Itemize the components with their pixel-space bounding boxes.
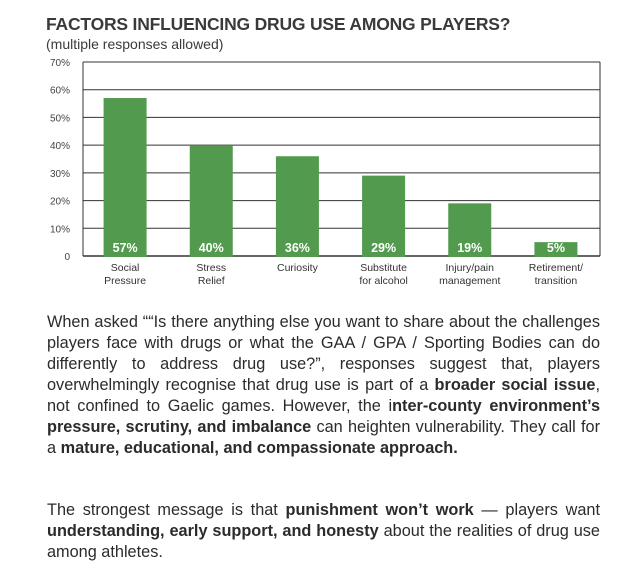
paragraph-1: When asked ““Is there anything else you … <box>47 312 600 459</box>
x-tick-label: Retirement/ <box>529 262 583 274</box>
data-label: 57% <box>113 241 138 255</box>
x-tick-label: Substitute <box>360 262 407 274</box>
bold-text: understanding, early support, and honest… <box>47 522 379 540</box>
text-segment: can heighten vulnerability. They call fo… <box>47 418 600 457</box>
paragraph-2: The strongest message is that punishment… <box>47 500 600 563</box>
data-label: 29% <box>371 241 396 255</box>
chart-title: FACTORS INFLUENCING DRUG USE AMONG PLAYE… <box>46 14 511 34</box>
text-segment: about the realities of drug use among at… <box>47 522 600 561</box>
text-segment: The strongest message is that <box>47 501 286 519</box>
y-tick-label: 40% <box>50 141 70 152</box>
text-segment: When asked ““Is there anything else you … <box>47 313 600 394</box>
bar <box>362 175 406 257</box>
x-tick-label: Injury/pain <box>446 262 495 274</box>
y-tick-label: 20% <box>50 197 70 208</box>
text-segment: , not confined to Gaelic games. However,… <box>47 376 600 415</box>
bar <box>103 98 147 258</box>
data-label: 36% <box>285 241 310 255</box>
x-tick-label: Pressure <box>104 275 146 287</box>
x-tick-label: Stress <box>196 262 226 274</box>
data-label: 19% <box>457 241 482 255</box>
x-tick-label: Relief <box>198 275 225 287</box>
y-tick-label: 50% <box>50 113 70 124</box>
bar <box>534 242 578 257</box>
data-label: 40% <box>199 241 224 255</box>
bar <box>275 156 319 257</box>
y-tick-label: 70% <box>50 58 70 69</box>
text-segment: — players want <box>473 501 600 519</box>
x-tick-label: management <box>439 275 500 287</box>
y-tick-label: 10% <box>50 224 70 235</box>
x-tick-label: transition <box>535 275 578 287</box>
bar <box>448 203 492 257</box>
y-tick-label: 30% <box>50 169 70 180</box>
bold-text: broader social issue <box>434 376 596 394</box>
y-tick-label: 0 <box>64 252 70 263</box>
bold-text: mature, educational, and compassionate a… <box>60 439 458 457</box>
y-tick-label: 60% <box>50 86 70 97</box>
x-tick-label: Social <box>111 262 140 274</box>
data-label: 5% <box>547 241 565 255</box>
bar <box>189 145 233 257</box>
x-tick-label: Curiosity <box>277 262 319 274</box>
x-tick-label: for alcohol <box>359 275 407 287</box>
chart-subtitle: (multiple responses allowed) <box>46 36 224 52</box>
bold-text: punishment won’t work <box>285 501 474 519</box>
bold-text: nter-county environment’s pressure, scru… <box>47 397 601 436</box>
